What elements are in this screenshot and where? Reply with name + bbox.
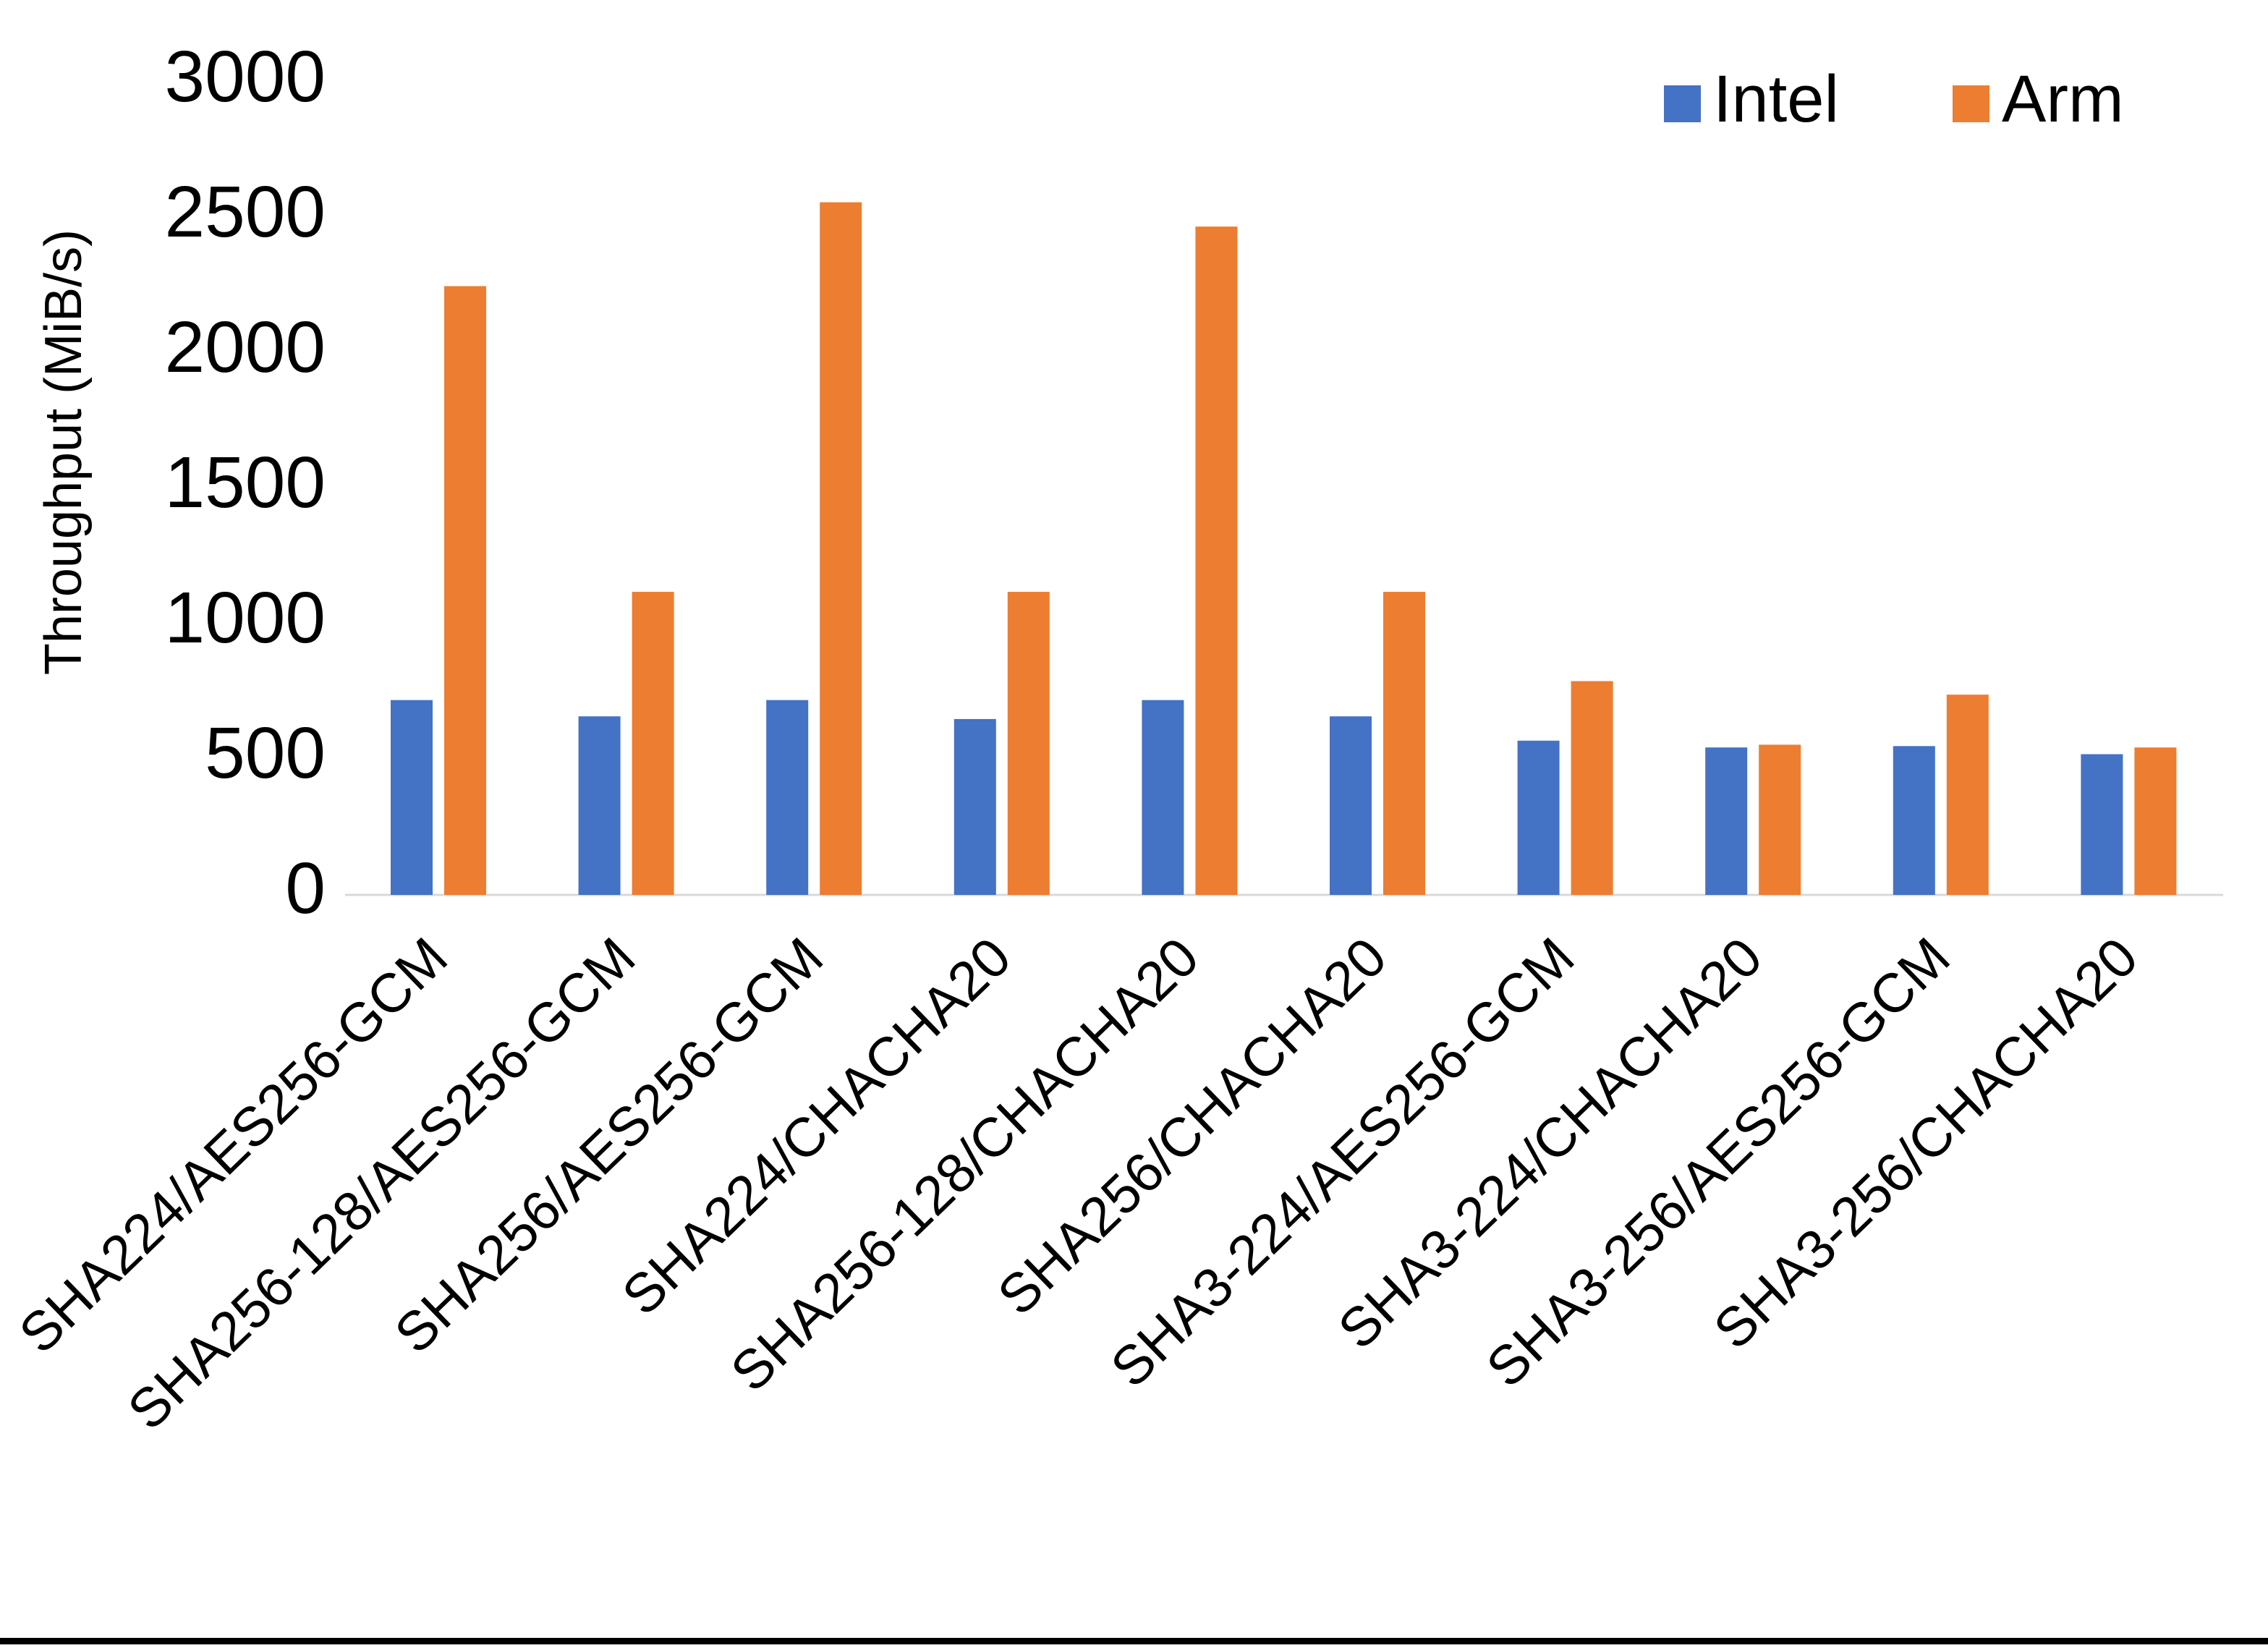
svg-text:Arm: Arm	[2002, 62, 2124, 136]
svg-text:3000: 3000	[165, 36, 326, 117]
svg-text:1500: 1500	[165, 442, 326, 523]
svg-text:0: 0	[285, 848, 326, 929]
svg-text:2000: 2000	[165, 307, 326, 388]
svg-text:500: 500	[205, 713, 326, 794]
svg-text:Throughput (MiB/s): Throughput (MiB/s)	[35, 229, 93, 675]
svg-text:1000: 1000	[165, 577, 326, 658]
svg-text:Intel: Intel	[1713, 62, 1839, 136]
svg-text:2500: 2500	[165, 171, 326, 252]
